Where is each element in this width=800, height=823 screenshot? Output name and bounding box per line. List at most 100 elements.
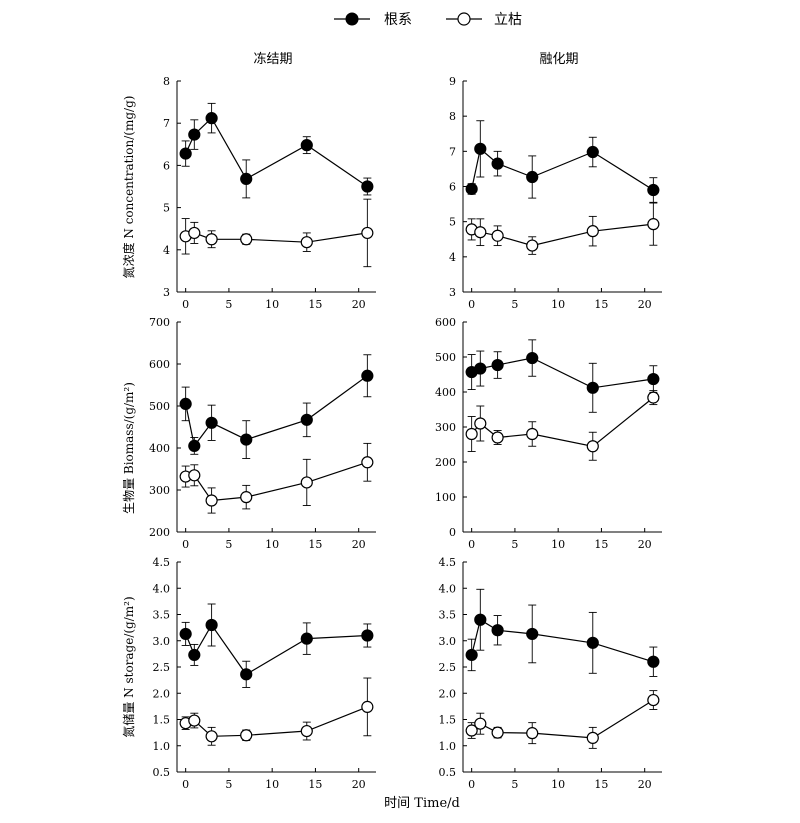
data-point-roots — [526, 170, 539, 184]
x-tick-label: 20 — [352, 298, 366, 311]
series-standing-dead — [465, 202, 660, 255]
x-tick-label: 15 — [308, 778, 322, 791]
y-tick-label: 4 — [449, 251, 456, 264]
y-tick-label: 7 — [449, 145, 456, 158]
data-point-standing-dead — [526, 427, 539, 441]
y-tick-label: 4.5 — [439, 556, 457, 569]
data-point-standing-dead — [240, 233, 253, 246]
panel-freeze-biomass: 200 300 400 500 600 700 0 5 10 15 20 — [149, 316, 376, 551]
legend-marker-roots — [345, 12, 359, 26]
y-tick-label: 1.5 — [439, 714, 457, 727]
y-tick-label: 6 — [163, 159, 170, 172]
series-line-roots — [185, 117, 368, 187]
data-point-roots — [300, 632, 313, 645]
y-tick-label: 400 — [435, 386, 456, 399]
y-tick-label: 8 — [449, 110, 456, 123]
x-tick-label: 10 — [551, 778, 565, 791]
data-point-standing-dead — [205, 494, 218, 507]
x-tick-label: 10 — [551, 538, 565, 551]
data-point-roots — [188, 648, 201, 662]
data-point-roots — [240, 668, 253, 681]
panel-freeze-concentration: 3 4 5 6 7 8 0 5 10 15 20 — [163, 75, 376, 311]
series-roots — [465, 588, 660, 677]
y-tick-label: 6 — [449, 181, 456, 194]
column-title-freeze: 冻结期 — [253, 51, 292, 67]
x-tick-label: 5 — [511, 538, 518, 551]
data-point-roots — [526, 627, 539, 641]
data-point-roots — [647, 655, 660, 668]
x-tick-label: 5 — [225, 298, 232, 311]
y-tick-label: 300 — [149, 484, 170, 497]
y-tick-label: 2.0 — [153, 687, 171, 700]
y-tick-label: 1.5 — [153, 714, 171, 727]
panel-thaw-storage: 0.5 1.0 1.5 2.0 2.5 3.0 3.5 4.0 4.5 0 5 10 15 20 — [439, 556, 662, 791]
series-standing-dead — [465, 390, 660, 461]
x-tick-label: 15 — [594, 298, 608, 311]
series-roots — [179, 603, 374, 688]
legend: 根系 立枯 — [334, 12, 522, 28]
y-axis-label-biomass: 生物量 Biomass/(g/m²) — [122, 382, 136, 514]
y-tick-label: 1.0 — [153, 740, 171, 753]
data-point-roots — [361, 180, 374, 193]
legend-marker-standing-dead — [457, 12, 471, 26]
y-tick-label: 2.5 — [439, 661, 457, 674]
data-point-roots — [361, 629, 374, 642]
series-roots — [465, 339, 660, 413]
data-point-roots — [647, 372, 660, 386]
data-point-standing-dead — [526, 727, 539, 740]
data-point-roots — [240, 433, 253, 446]
x-tick-label: 10 — [265, 778, 279, 791]
panel-thaw-biomass: 0 100 200 300 400 500 600 0 5 10 15 20 — [435, 316, 662, 551]
y-tick-label: 500 — [149, 400, 170, 413]
data-point-roots — [491, 157, 504, 170]
y-tick-label: 3.5 — [439, 609, 457, 622]
y-tick-label: 500 — [435, 351, 456, 364]
y-tick-label: 3.5 — [153, 609, 171, 622]
panel-freeze-storage: 0.5 1.0 1.5 2.0 2.5 3.0 3.5 4.0 4.5 0 5 10 15 20 — [153, 556, 376, 791]
data-point-roots — [526, 351, 539, 365]
y-tick-label: 4.0 — [153, 582, 171, 595]
y-tick-label: 3 — [449, 286, 456, 299]
y-tick-label: 200 — [149, 526, 170, 539]
x-tick-label: 20 — [638, 778, 652, 791]
data-point-standing-dead — [465, 427, 478, 441]
data-point-roots — [474, 613, 487, 626]
data-point-standing-dead — [205, 233, 218, 246]
series-line-roots — [185, 623, 368, 676]
data-point-standing-dead — [240, 491, 253, 504]
data-point-roots — [300, 139, 313, 152]
y-tick-label: 600 — [149, 358, 170, 371]
y-axis-label-storage: 氮储量 N storage/(g/m²) — [121, 596, 136, 737]
x-tick-label: 0 — [182, 538, 189, 551]
y-tick-label: 3 — [163, 286, 170, 299]
y-tick-label: 4 — [163, 244, 170, 257]
data-point-roots — [205, 112, 218, 125]
x-tick-label: 20 — [638, 298, 652, 311]
data-point-roots — [474, 362, 487, 375]
y-tick-label: 4.0 — [439, 582, 457, 595]
data-point-roots — [179, 627, 192, 641]
x-tick-label: 15 — [594, 538, 608, 551]
y-tick-label: 1.0 — [439, 740, 457, 753]
y-tick-label: 7 — [163, 117, 170, 130]
data-point-roots — [179, 397, 192, 410]
x-tick-label: 20 — [352, 778, 366, 791]
x-axis-label: 时间 Time/d — [384, 796, 460, 811]
data-point-roots — [179, 147, 192, 160]
data-point-standing-dead — [526, 239, 539, 252]
data-point-roots — [465, 182, 478, 196]
y-tick-label: 5 — [163, 202, 170, 215]
legend-label-standing-dead: 立枯 — [494, 12, 522, 28]
y-tick-label: 300 — [435, 421, 456, 434]
data-point-standing-dead — [647, 391, 660, 404]
data-point-standing-dead — [491, 431, 504, 444]
data-point-standing-dead — [474, 417, 487, 430]
data-point-standing-dead — [586, 731, 599, 744]
x-tick-label: 5 — [225, 538, 232, 551]
data-point-standing-dead — [300, 476, 313, 489]
series-roots — [179, 102, 374, 199]
data-point-roots — [188, 128, 201, 141]
data-point-roots — [205, 416, 218, 429]
data-point-standing-dead — [647, 693, 660, 707]
x-tick-label: 5 — [511, 298, 518, 311]
